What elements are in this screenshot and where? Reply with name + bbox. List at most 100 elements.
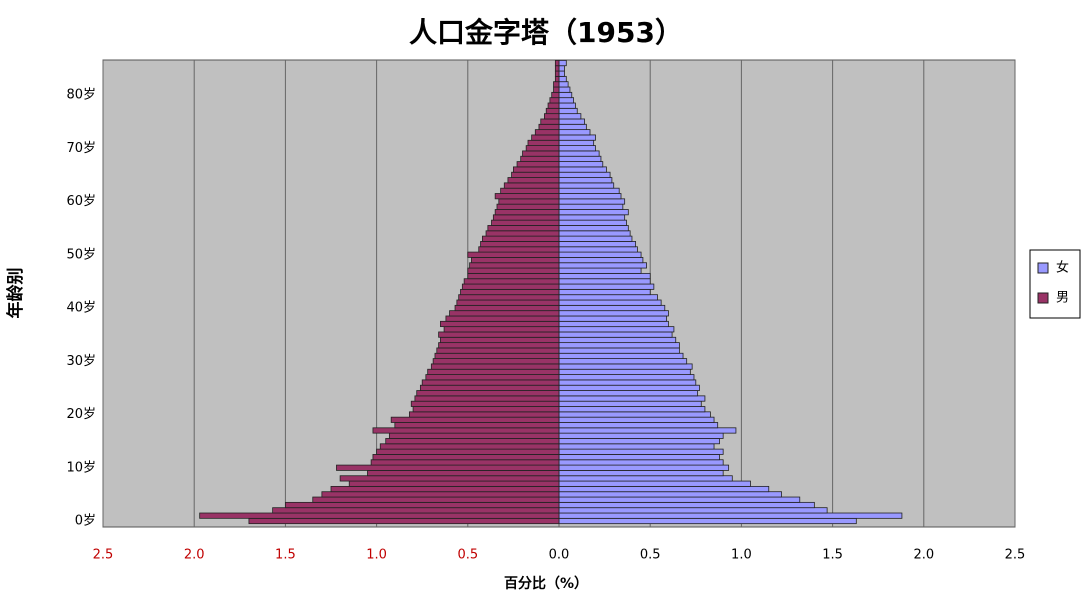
bar bbox=[491, 219, 560, 226]
bar bbox=[558, 241, 637, 248]
x-tick-label: 0.0 bbox=[549, 548, 570, 563]
bar bbox=[558, 485, 770, 493]
bar bbox=[558, 512, 903, 519]
bar bbox=[558, 86, 571, 93]
bar bbox=[558, 198, 626, 205]
bar bbox=[438, 342, 560, 349]
bar bbox=[558, 459, 724, 466]
bar bbox=[503, 182, 560, 189]
bar bbox=[558, 134, 596, 141]
bar bbox=[558, 257, 644, 264]
bar bbox=[312, 496, 560, 503]
bar bbox=[558, 454, 720, 461]
bar bbox=[545, 107, 560, 115]
bar bbox=[558, 432, 724, 439]
y-tick-label: 50岁 bbox=[66, 247, 96, 262]
legend-swatch bbox=[1037, 262, 1049, 274]
bar bbox=[480, 241, 560, 248]
bar bbox=[558, 310, 669, 317]
bar bbox=[558, 59, 567, 67]
x-axis-title: 百分比（%） bbox=[504, 575, 588, 592]
bar bbox=[558, 411, 711, 418]
bar bbox=[430, 363, 560, 370]
bar bbox=[558, 75, 567, 83]
bar bbox=[445, 315, 560, 322]
bar bbox=[558, 123, 587, 131]
bar bbox=[540, 118, 560, 125]
bar bbox=[330, 485, 560, 493]
x-tick-label: 0.5 bbox=[457, 548, 478, 563]
bar bbox=[558, 150, 600, 157]
legend-swatch bbox=[1037, 292, 1049, 304]
y-tick-label: 20岁 bbox=[66, 407, 96, 422]
bar bbox=[372, 427, 560, 434]
bar bbox=[558, 283, 655, 290]
bar bbox=[461, 283, 560, 290]
y-tick-label: 80岁 bbox=[66, 88, 96, 103]
bar bbox=[558, 480, 751, 487]
bar bbox=[412, 406, 560, 413]
bar bbox=[554, 59, 560, 67]
bar bbox=[558, 102, 576, 109]
bar bbox=[558, 438, 720, 445]
bar bbox=[558, 166, 607, 173]
bar bbox=[390, 416, 560, 423]
bar bbox=[558, 363, 693, 370]
bar bbox=[460, 288, 560, 296]
bar bbox=[507, 177, 560, 184]
legend-label: 男 bbox=[1056, 291, 1069, 306]
bar bbox=[248, 517, 560, 525]
bar bbox=[558, 496, 801, 503]
bar bbox=[558, 299, 662, 306]
bar bbox=[471, 257, 560, 264]
bar bbox=[421, 379, 560, 386]
bar bbox=[558, 129, 591, 136]
bar bbox=[467, 251, 560, 258]
bar bbox=[336, 464, 560, 471]
bar bbox=[558, 326, 675, 333]
bar bbox=[534, 129, 560, 136]
bar bbox=[432, 358, 560, 365]
bar bbox=[513, 166, 560, 173]
bar bbox=[370, 459, 560, 466]
x-tick-label: 1.0 bbox=[731, 548, 752, 563]
bar bbox=[558, 422, 719, 429]
bar bbox=[558, 331, 673, 338]
bar bbox=[558, 400, 702, 407]
bar bbox=[553, 81, 560, 88]
x-tick-label: 1.5 bbox=[275, 548, 296, 563]
bar bbox=[558, 395, 706, 402]
bar bbox=[558, 91, 573, 99]
x-tick-label: 2.0 bbox=[913, 548, 934, 563]
bar bbox=[558, 235, 633, 242]
bar bbox=[558, 187, 620, 194]
bar bbox=[492, 214, 560, 221]
bar bbox=[558, 406, 706, 413]
bar bbox=[496, 203, 560, 210]
bar bbox=[538, 123, 560, 131]
bar bbox=[494, 209, 560, 216]
y-tick-label: 30岁 bbox=[66, 354, 96, 369]
x-tick-label: 2.0 bbox=[184, 548, 205, 563]
bar bbox=[425, 374, 560, 381]
bar bbox=[449, 310, 560, 317]
bar bbox=[558, 267, 642, 274]
bar bbox=[558, 352, 684, 359]
bar bbox=[498, 198, 560, 205]
bar bbox=[485, 230, 560, 237]
bar bbox=[554, 75, 560, 83]
bar bbox=[558, 107, 578, 115]
bar bbox=[367, 470, 560, 477]
bar bbox=[558, 97, 574, 104]
bar bbox=[558, 390, 699, 397]
x-tick-label: 0.5 bbox=[640, 548, 661, 563]
bar bbox=[558, 491, 782, 498]
bar bbox=[494, 193, 560, 200]
bar bbox=[558, 177, 613, 184]
bar bbox=[554, 70, 560, 77]
bar bbox=[558, 230, 631, 237]
bar bbox=[558, 517, 857, 525]
bar bbox=[558, 347, 680, 354]
y-tick-label: 40岁 bbox=[66, 301, 96, 316]
